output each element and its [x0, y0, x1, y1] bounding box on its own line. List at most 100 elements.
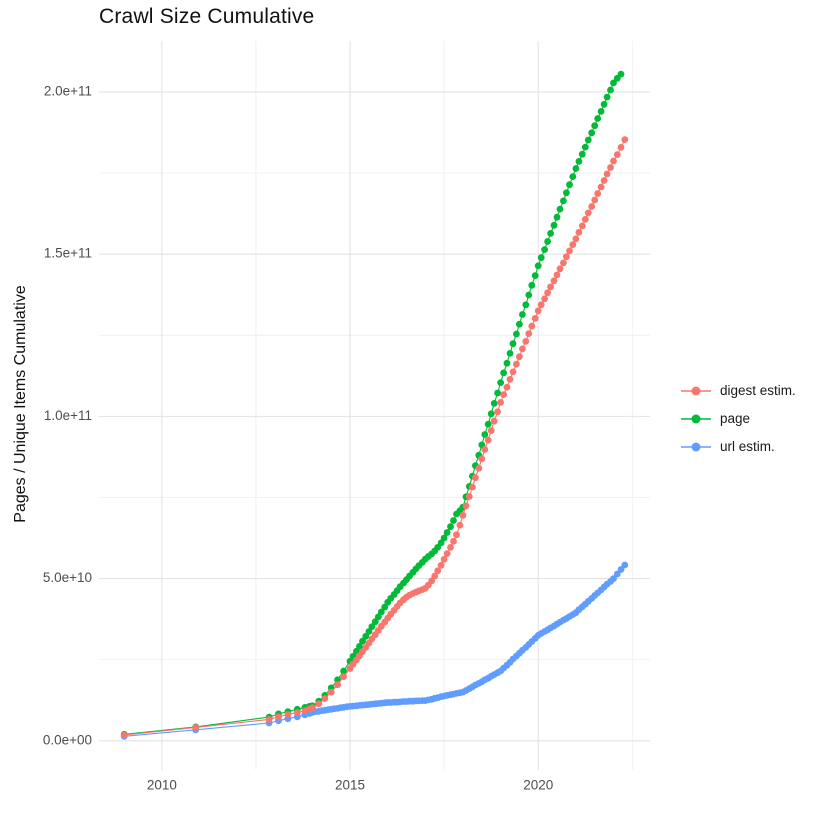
series-point-digest-estim: [472, 474, 479, 482]
series-point-page: [481, 431, 489, 438]
series-point-digest-estim: [506, 376, 514, 383]
legend-item-page: page: [681, 410, 796, 427]
series-point-digest-estim: [503, 383, 511, 391]
series-point-page: [497, 379, 504, 386]
series-point-digest-estim: [516, 353, 523, 361]
series-point-page: [617, 70, 625, 78]
series-point-page: [362, 632, 370, 640]
series-point-page: [487, 410, 495, 418]
series-point-page: [591, 122, 599, 130]
series-point-digest-estim: [600, 177, 608, 184]
series-point-page: [594, 115, 602, 122]
series-point-digest-estim: [340, 673, 347, 680]
series-point-page: [569, 173, 577, 181]
series-point-page: [556, 205, 564, 213]
series-point-page: [560, 197, 567, 205]
legend-dot-icon: [691, 386, 701, 395]
series-point-digest-estim: [284, 711, 292, 718]
series-point-digest-estim: [437, 561, 445, 569]
series-point-digest-estim: [475, 464, 483, 472]
series-point-page: [522, 301, 530, 309]
series-point-digest-estim: [560, 259, 567, 267]
series-point-page: [541, 246, 548, 254]
series-point-digest-estim: [550, 277, 558, 285]
legend-label-url: url estim.: [720, 439, 775, 454]
series-point-page: [584, 136, 592, 144]
series-point-page: [563, 189, 570, 197]
series-point-page: [603, 93, 611, 101]
series-point-digest-estim: [534, 307, 542, 315]
series-point-digest-estim: [321, 695, 329, 702]
series-point-page: [572, 165, 580, 172]
series-point-url-estim: [613, 570, 621, 578]
series-point-page: [365, 628, 373, 635]
series-point-digest-estim: [509, 368, 517, 376]
series-point-page: [374, 613, 382, 621]
x-tick-label: 2010: [147, 778, 177, 793]
series-point-page: [506, 350, 514, 357]
legend-key-url: [681, 442, 711, 452]
series-point-digest-estim: [478, 455, 486, 463]
series-point-page: [359, 637, 366, 645]
series-point-digest-estim: [544, 289, 551, 297]
legend-dot-icon: [691, 442, 701, 451]
y-tick-label: 0.0e+00: [43, 732, 92, 747]
y-axis-title: Pages / Unique Items Cumulative: [12, 285, 29, 523]
x-tick-label: 2020: [523, 778, 553, 793]
series-point-digest-estim: [610, 157, 617, 165]
y-tick-label: 2.0e+11: [44, 83, 92, 98]
series-point-page: [447, 523, 454, 531]
series-point-digest-estim: [334, 681, 341, 689]
series-point-digest-estim: [481, 446, 489, 453]
series-point-page: [528, 281, 536, 289]
series-point-page: [588, 129, 596, 137]
series-point-page: [509, 340, 517, 348]
legend-label-page: page: [720, 411, 751, 426]
series-point-digest-estim: [120, 731, 128, 739]
series-point-digest-estim: [563, 253, 570, 261]
chart-title: Crawl Size Cumulative: [99, 5, 315, 28]
series-point-digest-estim: [513, 360, 520, 368]
series-point-page: [544, 238, 551, 245]
series-point-page: [494, 389, 501, 397]
series-point-digest-estim: [569, 241, 577, 249]
series-point-digest-estim: [309, 704, 316, 712]
series-point-digest-estim: [453, 531, 460, 539]
series-point-url-estim: [610, 575, 617, 582]
series-point-page: [368, 623, 376, 630]
series-point-digest-estim: [447, 544, 454, 551]
series-point-digest-estim: [315, 700, 323, 708]
series-point-digest-estim: [192, 724, 200, 731]
legend-key-page: [681, 414, 711, 424]
series-point-digest-estim: [547, 283, 554, 291]
series-line-url-estim: [124, 564, 626, 737]
series-point-digest-estim: [484, 436, 492, 444]
series-point-page: [356, 643, 363, 650]
series-point-digest-estim: [541, 295, 548, 303]
series-point-digest-estim: [469, 483, 476, 491]
series-point-page: [610, 79, 617, 87]
series-point-page: [607, 86, 614, 94]
series-point-digest-estim: [459, 511, 467, 519]
y-tick-label: 1.5e+11: [44, 246, 92, 261]
series-point-digest-estim: [588, 203, 596, 210]
series-point-digest-estim: [465, 493, 473, 500]
series-point-digest-estim: [581, 216, 589, 223]
series-point-digest-estim: [591, 196, 599, 204]
series-point-digest-estim: [428, 577, 436, 585]
series-point-digest-estim: [621, 136, 629, 144]
series-point-digest-estim: [597, 183, 605, 191]
series-point-digest-estim: [603, 170, 611, 178]
series-point-page: [513, 330, 520, 338]
series-point-page: [597, 108, 605, 115]
series-point-page: [440, 534, 448, 542]
series-point-page: [490, 400, 498, 407]
series-point-page: [525, 291, 533, 299]
series-point-digest-estim: [327, 688, 335, 696]
series-point-digest-estim: [553, 271, 561, 279]
series-point-page: [340, 667, 347, 675]
series-point-digest-estim: [566, 247, 573, 255]
legend-label-digest: digest estim.: [720, 383, 796, 398]
series-point-page: [450, 517, 457, 524]
series-point-digest-estim: [537, 301, 545, 309]
